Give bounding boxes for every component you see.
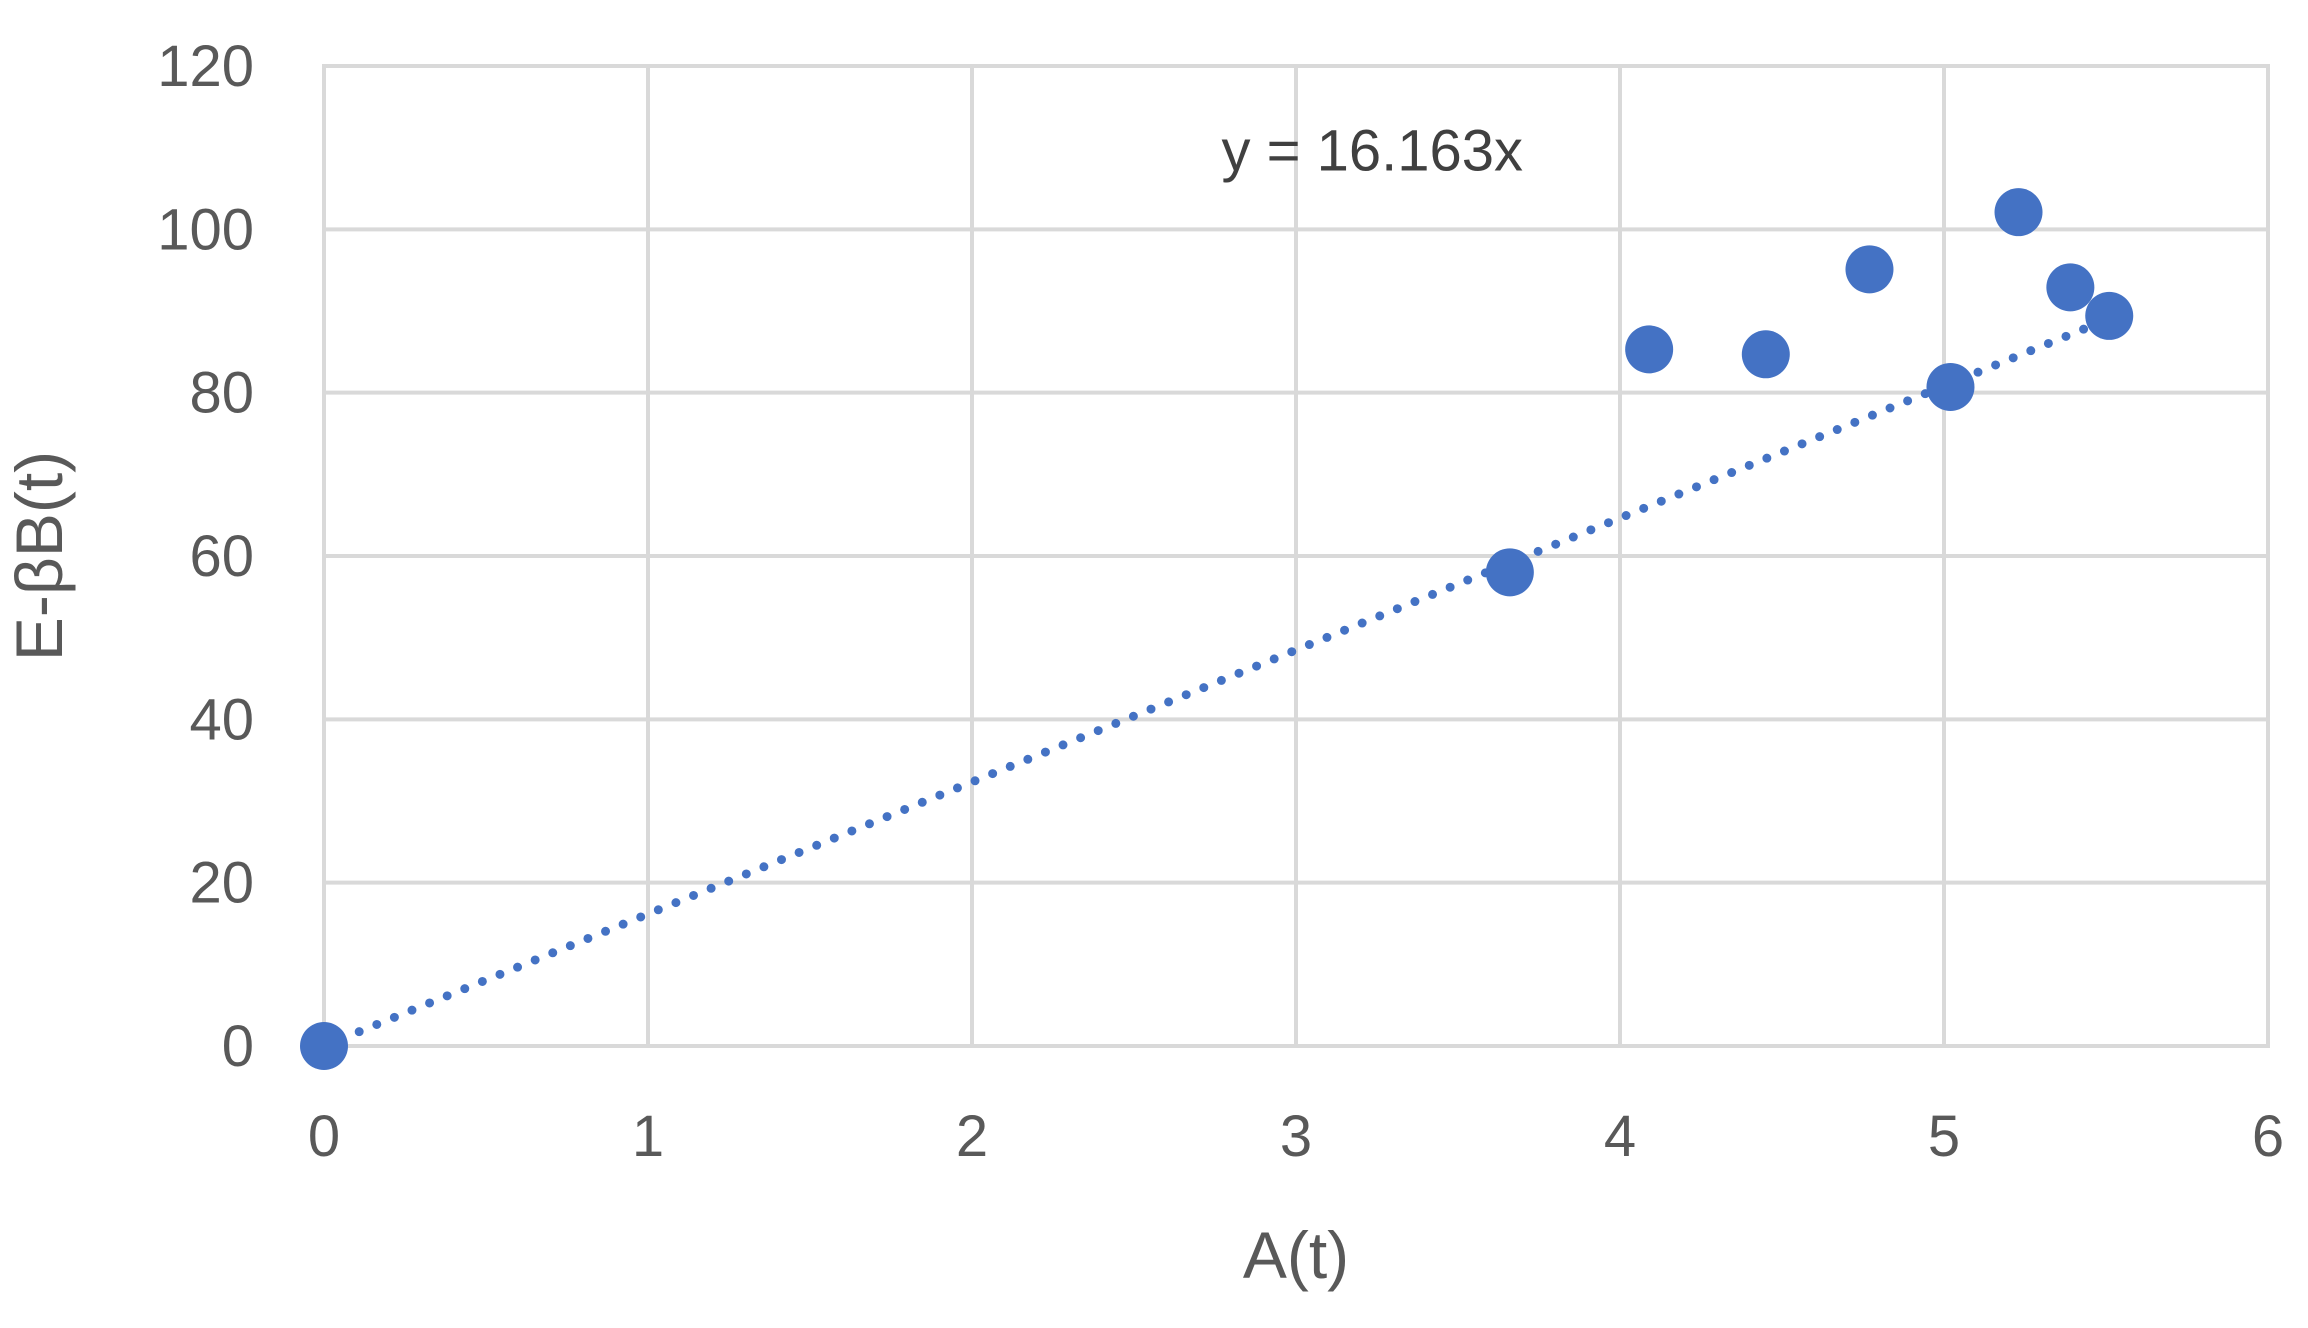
y-tick-label-40: 40: [189, 687, 254, 752]
x-axis-title: A(t): [1243, 1218, 1349, 1292]
y-tick-label-60: 60: [189, 524, 254, 589]
x-tick-label-1: 1: [632, 1104, 664, 1169]
x-tick-label-6: 6: [2252, 1104, 2284, 1169]
x-tick-label-4: 4: [1604, 1104, 1636, 1169]
data-point-6: [1926, 362, 1975, 411]
data-point-9: [2085, 291, 2134, 340]
data-point-5: [1845, 245, 1894, 294]
x-tick-label-0: 0: [308, 1104, 340, 1169]
trendline-equation: y = 16.163x: [1221, 119, 1523, 184]
y-axis-title: E-βB(t): [2, 451, 76, 661]
data-point-7: [1994, 188, 2043, 237]
data-point-8: [2046, 263, 2095, 312]
data-points: [300, 188, 2134, 1070]
y-tick-label-120: 120: [157, 34, 254, 99]
x-tick-label-2: 2: [956, 1104, 988, 1169]
data-point-2: [1485, 548, 1534, 597]
y-tick-label-0: 0: [222, 1014, 254, 1079]
x-tick-label-5: 5: [1928, 1104, 1960, 1169]
x-tick-label-3: 3: [1280, 1104, 1312, 1169]
y-tick-label-100: 100: [157, 197, 254, 262]
y-axis-tick-labels: 0 20 40 60 80 100 120: [157, 34, 254, 1079]
data-point-3: [1625, 325, 1674, 374]
x-axis-tick-labels: 0 1 2 3 4 5 6: [308, 1104, 2284, 1169]
data-point-1: [300, 1022, 348, 1070]
y-tick-label-20: 20: [189, 851, 254, 916]
data-point-4: [1741, 330, 1790, 379]
y-tick-label-80: 80: [189, 361, 254, 426]
trendline: [319, 314, 2114, 1051]
plot-area-border: [322, 64, 2270, 1048]
